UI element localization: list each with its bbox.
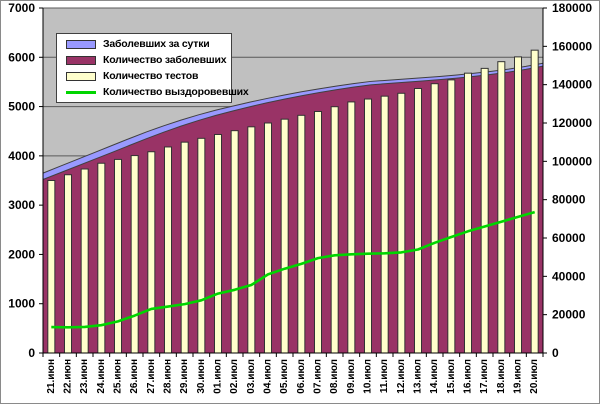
right-axis-labels: 0 20000 40000 60000 80000 100000 120000 140000 1… (552, 1, 592, 360)
left-axis-tick-label: 7000 (8, 1, 35, 15)
category-label: 20.июл (529, 359, 540, 394)
tests-bar (380, 95, 389, 354)
right-axis-tick-label: 180000 (552, 1, 592, 15)
tests-bar (514, 56, 522, 354)
legend-label-tests: Количество тестов (103, 70, 199, 82)
category-label: 14.июл (429, 359, 440, 394)
legend-swatch-recovered (66, 90, 96, 94)
legend-item-recovered: Количество выздоровевших (66, 85, 249, 100)
category-label: 28.июн (163, 359, 174, 394)
tests-bar (480, 67, 489, 354)
category-label: 19.июл (513, 359, 524, 394)
tests-bar (530, 49, 539, 354)
tests-bar (430, 83, 439, 354)
tests-bar (497, 61, 506, 354)
right-axis-tick-label: 20000 (552, 308, 586, 322)
category-label: 27.июн (146, 359, 157, 394)
category-label: 21.июн (46, 359, 57, 394)
tests-bar (364, 98, 372, 354)
category-label: 16.июл (463, 359, 474, 394)
left-axis-tick-label: 0 (28, 346, 35, 360)
category-label: 07.июл (313, 359, 324, 394)
category-label: 04.июл (263, 359, 274, 394)
category-label: 29.июн (179, 359, 190, 394)
category-label: 05.июл (279, 359, 290, 394)
category-label: 26.июн (129, 359, 140, 394)
left-axis-tick-label: 5000 (8, 100, 35, 114)
left-axis-tick-label: 3000 (8, 198, 35, 212)
tests-bar (180, 141, 189, 354)
category-label: 08.июл (329, 359, 340, 394)
tests-bar (464, 72, 472, 354)
tests-bar (130, 155, 139, 354)
category-label: 10.июл (363, 359, 374, 394)
category-label: 25.июн (113, 359, 124, 394)
tests-bar (214, 134, 222, 354)
tests-bar (330, 106, 339, 354)
category-label: 06.июл (296, 359, 307, 394)
category-label: 15.июл (446, 359, 457, 394)
legend-item-daily-cases: Заболевших за сутки (66, 37, 231, 52)
category-label: 01.июл (213, 359, 224, 394)
right-axis-tick-label: 60000 (552, 231, 586, 245)
left-axis-tick-label: 2000 (8, 247, 35, 261)
left-axis-labels: 0 1000 2000 3000 4000 5000 6000 7000 (8, 1, 35, 360)
tests-bar (264, 122, 272, 354)
right-axis-tick-label: 120000 (552, 116, 592, 130)
category-label: 11.июл (379, 359, 390, 393)
category-label: 02.июл (229, 359, 240, 394)
tests-bar (230, 130, 239, 354)
legend-swatch-tests (66, 71, 96, 81)
left-axis-tick-label: 1000 (8, 297, 35, 311)
category-label: 18.июл (496, 359, 507, 394)
left-axis-tick-label: 6000 (8, 50, 35, 64)
category-label: 23.июн (79, 359, 90, 394)
x-axis-labels: 21.июн 22.июн 23.июн 24.июн 25.июн 26.июн 27.и… (46, 359, 540, 394)
legend-label-recovered: Количество выздоровевших (103, 86, 249, 98)
legend-label-total-cases: Количество заболевших (103, 54, 227, 66)
category-label: 22.июн (63, 359, 74, 394)
right-axis-tick-label: 0 (552, 346, 559, 360)
tests-bar (447, 79, 456, 354)
tests-bar (147, 151, 156, 354)
chart-legend: Заболевших за сутки Количество заболевши… (56, 33, 249, 103)
right-axis-tick-label: 40000 (552, 269, 586, 283)
tests-bar (347, 101, 356, 354)
tests-bar (280, 118, 289, 354)
category-label: 03.июл (246, 359, 257, 394)
right-axis-tick-label: 100000 (552, 154, 592, 168)
tests-bar (197, 137, 206, 354)
right-axis-tick-label: 160000 (552, 39, 592, 53)
category-label: 12.июл (396, 359, 407, 394)
axis-ticks (39, 7, 547, 357)
tests-bar (247, 126, 256, 354)
legend-item-total-cases: Количество заболевших (66, 53, 231, 68)
tests-bar (114, 158, 122, 354)
tests-bar (397, 92, 406, 354)
left-axis-tick-label: 4000 (8, 149, 35, 163)
category-label: 13.июл (413, 359, 424, 394)
category-label: 30.июн (196, 359, 207, 394)
tests-bars (47, 49, 539, 354)
tests-bar (414, 88, 422, 354)
category-label: 09.июл (346, 359, 357, 394)
right-axis-tick-label: 80000 (552, 193, 586, 207)
category-label: 24.июн (96, 359, 107, 394)
category-label: 17.июл (479, 359, 490, 394)
tests-bar (297, 114, 306, 354)
recovered-line (51, 210, 536, 329)
legend-item-tests: Количество тестов (66, 69, 231, 84)
tests-bar (314, 111, 322, 354)
legend-label-daily-cases: Заболевших за сутки (103, 38, 210, 50)
tests-bar (164, 146, 172, 354)
legend-swatch-daily-cases (66, 39, 96, 49)
legend-swatch-total-cases (66, 55, 96, 65)
right-axis-tick-label: 140000 (552, 78, 592, 92)
